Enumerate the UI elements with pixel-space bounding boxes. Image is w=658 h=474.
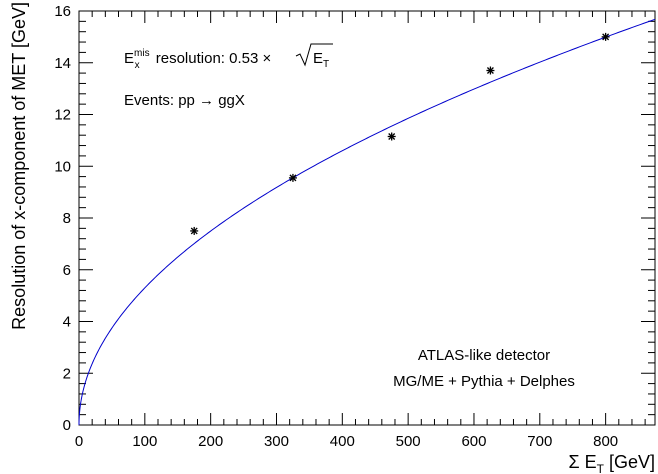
marker-stroke (388, 133, 396, 140)
y-tick-label: 8 (63, 210, 71, 227)
fit-layer (78, 18, 656, 425)
y-tick-label: 10 (54, 158, 71, 175)
x-tick-label: 100 (132, 433, 157, 450)
x-tick-label: 0 (75, 433, 83, 450)
x-tick-label: 800 (593, 433, 618, 450)
data-point (486, 66, 495, 75)
y-tick-label: 16 (54, 3, 71, 20)
marker-stroke (190, 227, 198, 235)
sqrt-sign (295, 43, 333, 67)
x-tick-label: 500 (396, 433, 421, 450)
marker-stroke (602, 33, 610, 41)
data-point (190, 226, 199, 235)
data-point (387, 132, 396, 141)
x-tick-label: 400 (330, 433, 355, 450)
x-tick-label: 200 (198, 433, 223, 450)
resolution-annotation: Emis x resolution: 0.53 × (124, 48, 271, 71)
x-tick-label: 300 (264, 433, 289, 450)
fit-curve (78, 18, 656, 425)
data-points (190, 32, 610, 235)
y-axis-label: Resolution of x-component of MET [GeV] (9, 2, 29, 330)
sqrt-argument: ET (313, 50, 329, 70)
plot-frame (78, 10, 656, 426)
x-tick-label: 700 (527, 433, 552, 450)
y-tick-label: 4 (63, 314, 71, 331)
marker-stroke (289, 174, 297, 182)
x-axis-label: Σ ET [GeV] (568, 452, 655, 474)
y-tick-label: 6 (63, 262, 71, 279)
y-tick-label: 2 (63, 365, 71, 382)
generator-annotation: MG/ME + Pythia + Delphes (393, 373, 575, 390)
axes: 0 100 200 300 400 500 600 700 800 0 2 4 6 8 10 12 14 16 (54, 3, 656, 450)
y-tick-label: 12 (54, 107, 71, 124)
marker-stroke (486, 67, 494, 74)
y-tick-label: 14 (54, 55, 71, 72)
events-annotation: Events: pp → ggX (124, 92, 245, 109)
y-tick-label: 0 (63, 417, 71, 434)
x-tick-label: 600 (461, 433, 486, 450)
data-point (288, 173, 297, 182)
detector-annotation: ATLAS-like detector (418, 347, 550, 364)
data-point (601, 32, 610, 41)
